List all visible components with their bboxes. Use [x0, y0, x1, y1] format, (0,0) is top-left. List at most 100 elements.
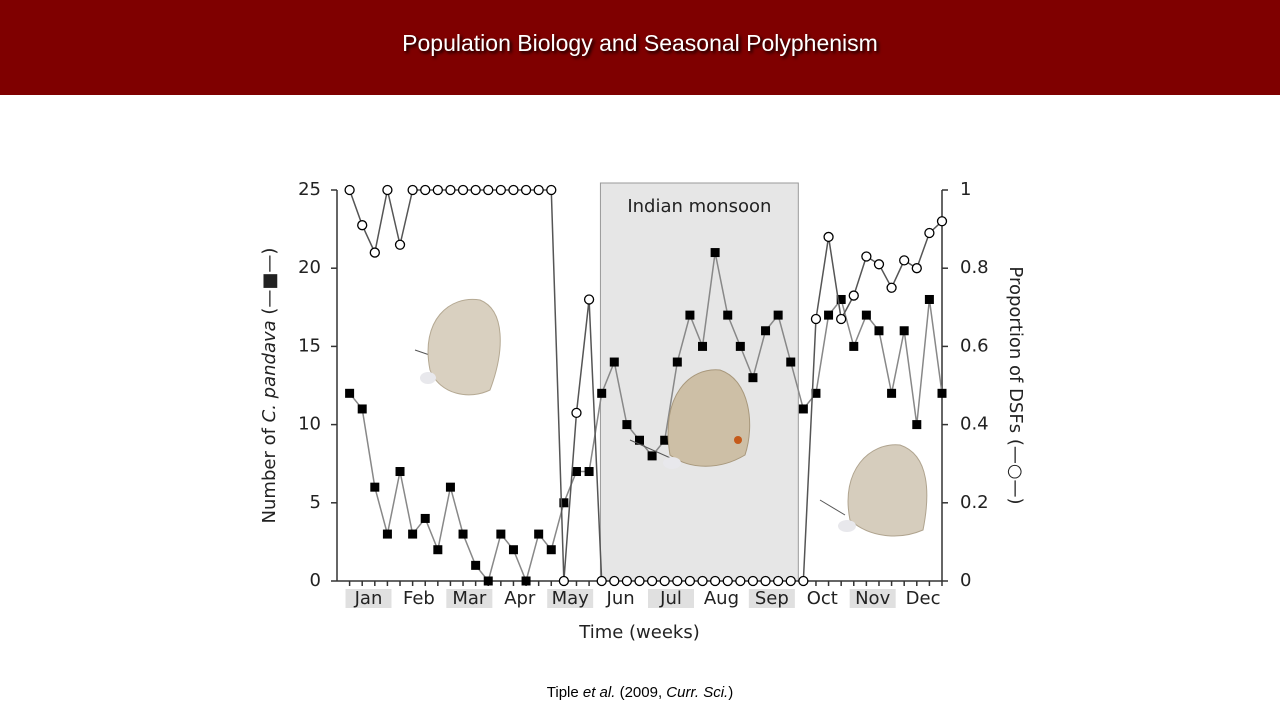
- y2-tick-label: 0: [960, 570, 971, 591]
- square-marker: [445, 482, 455, 492]
- square-marker: [735, 341, 745, 351]
- square-marker: [836, 294, 846, 304]
- square-marker: [433, 545, 443, 555]
- square-marker: [773, 310, 783, 320]
- month-band: [849, 589, 896, 608]
- y-tick-label: 0: [310, 570, 321, 591]
- square-marker: [571, 467, 581, 477]
- y-axis-label-part: C. pandava: [259, 320, 280, 422]
- circle-marker: [621, 575, 633, 587]
- y2-tick-label: 0.8: [960, 257, 989, 278]
- y-axis-label-part: Number of: [259, 422, 280, 523]
- month-band: [446, 589, 493, 608]
- circle-marker: [357, 220, 368, 231]
- square-marker: [811, 388, 821, 398]
- square-marker: [798, 404, 808, 414]
- circle-marker: [924, 227, 935, 239]
- x-tick-label: Mar: [452, 588, 487, 609]
- y-tick-label: 5: [310, 492, 321, 513]
- circle-marker: [911, 263, 922, 274]
- circle-marker: [697, 575, 708, 587]
- y2-tick-label: 0.6: [960, 335, 989, 356]
- circle-marker: [457, 184, 469, 196]
- circle-marker: [634, 575, 645, 587]
- square-marker: [899, 326, 909, 336]
- header-bar: Population Biology and Seasonal Polyphen…: [0, 0, 1280, 95]
- circle-marker: [785, 575, 796, 587]
- circle-marker: [432, 184, 443, 196]
- square-marker: [748, 373, 758, 383]
- x-tick-label: Jul: [659, 588, 682, 609]
- square-marker: [420, 513, 430, 523]
- square-marker: [710, 248, 720, 258]
- x-tick-label: Apr: [504, 588, 536, 609]
- square-marker: [635, 435, 644, 445]
- x-tick-label: May: [552, 588, 590, 609]
- citation: Tiple et al. (2009, Curr. Sci.): [0, 684, 1280, 701]
- square-marker: [672, 357, 682, 367]
- x-tick-label: Dec: [906, 588, 941, 609]
- square-marker: [761, 326, 771, 336]
- square-marker: [382, 529, 392, 539]
- y-tick-label: 20: [298, 257, 321, 278]
- circle-marker: [533, 184, 544, 196]
- square-marker: [496, 529, 506, 539]
- square-marker: [395, 467, 405, 477]
- slide-title: Population Biology and Seasonal Polyphen…: [402, 30, 878, 56]
- square-marker: [458, 529, 468, 539]
- circle-marker: [747, 575, 759, 587]
- square-marker: [597, 388, 607, 398]
- circle-marker: [508, 184, 519, 196]
- square-marker: [647, 451, 657, 461]
- square-marker: [912, 420, 922, 430]
- circle-marker: [735, 575, 746, 587]
- square-marker: [508, 545, 518, 555]
- x-tick-label: Feb: [403, 588, 435, 609]
- citation-text: Tiple: [546, 684, 583, 701]
- circle-marker: [659, 575, 670, 587]
- circle-marker: [899, 255, 910, 266]
- circle-marker: [483, 184, 494, 196]
- square-marker: [924, 294, 934, 304]
- circle-marker: [470, 184, 481, 196]
- circle-marker: [344, 184, 355, 196]
- circle-marker: [520, 184, 532, 196]
- square-marker: [584, 467, 594, 477]
- y-tick-label: 25: [298, 179, 321, 200]
- circle-marker: [420, 184, 431, 196]
- circle-marker: [609, 575, 620, 587]
- butterfly-left: [414, 298, 501, 396]
- circle-marker: [394, 239, 406, 250]
- square-marker: [534, 529, 544, 539]
- circle-marker: [596, 575, 607, 587]
- square-marker: [698, 341, 708, 351]
- circle-marker: [546, 184, 557, 196]
- butterfly-right: [819, 444, 928, 537]
- square-marker: [559, 498, 569, 508]
- circle-marker: [722, 575, 733, 587]
- butterfly-center: [629, 369, 751, 469]
- citation-text: Curr. Sci.: [666, 684, 729, 701]
- y-tick-label: 15: [298, 335, 321, 356]
- x-tick-label: Nov: [855, 588, 890, 609]
- x-tick-label: Jun: [606, 588, 635, 609]
- square-marker: [685, 310, 695, 320]
- square-marker: [357, 404, 367, 414]
- x-tick-label: Oct: [807, 588, 838, 609]
- square-marker: [471, 560, 481, 570]
- circle-marker: [445, 184, 456, 196]
- circle-marker: [873, 259, 885, 270]
- y2-axis-label: Proportion of DSFs (—○—): [1005, 266, 1026, 504]
- square-marker: [521, 576, 531, 586]
- x-axis-label: Time (weeks): [578, 622, 700, 643]
- circle-marker: [760, 575, 771, 587]
- plot: Indian monsoon Jan Feb Mar Apr May Jun Jul Aug Se…: [259, 179, 1026, 643]
- circle-marker: [583, 294, 595, 305]
- square-marker: [370, 482, 380, 492]
- series-line: [349, 252, 943, 584]
- y-axis-label-part: (—■—): [259, 248, 280, 321]
- circle-marker: [382, 184, 393, 196]
- square-marker: [609, 357, 619, 367]
